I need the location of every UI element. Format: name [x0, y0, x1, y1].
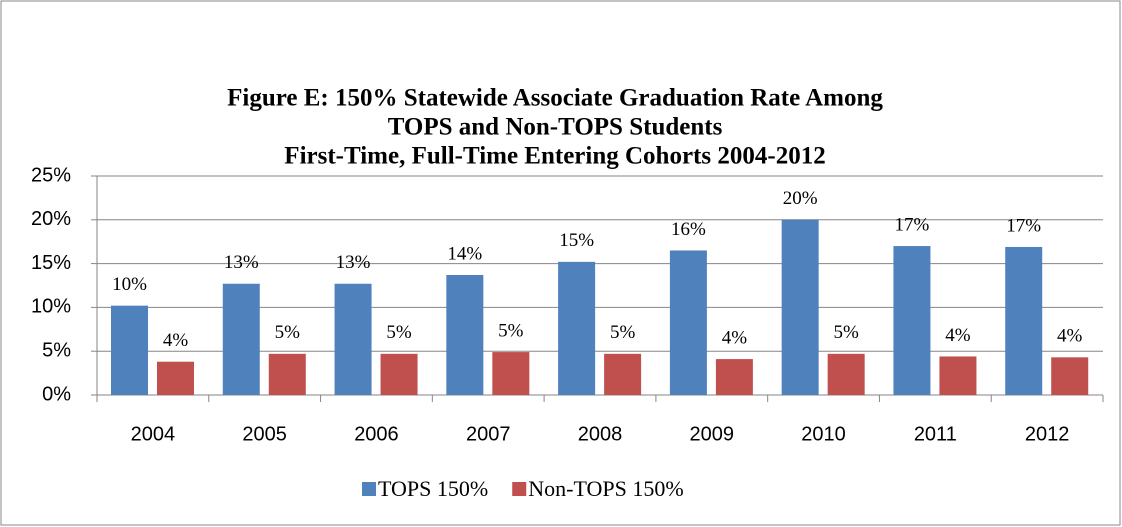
data-label: 4%	[163, 330, 189, 351]
data-label: 5%	[498, 320, 524, 341]
bar	[334, 283, 372, 395]
y-tick-label: 20%	[31, 208, 71, 230]
x-tick-label: 2011	[914, 423, 957, 445]
data-label: 13%	[336, 252, 371, 273]
bar	[222, 283, 260, 395]
chart-title: TOPS and Non-TOPS Students	[388, 114, 723, 141]
chart-title: Figure E: 150% Statewide Associate Gradu…	[227, 85, 883, 112]
bar	[380, 353, 418, 395]
x-tick-label: 2008	[578, 423, 623, 445]
x-tick-label: 2010	[801, 423, 846, 445]
data-label: 15%	[559, 230, 594, 251]
y-tick-label: 25%	[31, 164, 71, 186]
data-label: 4%	[1057, 326, 1083, 347]
bar	[669, 250, 707, 395]
data-label: 17%	[895, 214, 930, 235]
x-tick-label: 2004	[131, 423, 176, 445]
data-label: 5%	[610, 322, 636, 343]
y-tick-label: 10%	[31, 296, 71, 318]
data-label: 17%	[1006, 215, 1041, 236]
legend-label: Non-TOPS 150%	[528, 476, 683, 501]
bar	[492, 352, 530, 395]
data-label: 5%	[275, 322, 301, 343]
x-tick-label: 2006	[354, 423, 399, 445]
bar	[157, 361, 194, 395]
bar	[893, 246, 931, 395]
bar	[111, 305, 148, 395]
data-label: 5%	[386, 322, 412, 343]
y-tick-label: 5%	[42, 339, 71, 361]
legend-swatch	[362, 482, 376, 496]
y-tick-label: 0%	[42, 383, 71, 405]
bar	[604, 353, 642, 395]
x-tick-label: 2012	[1025, 423, 1070, 445]
x-tick-label: 2009	[690, 423, 735, 445]
legend-swatch	[512, 482, 527, 496]
data-label: 14%	[447, 243, 482, 264]
bar	[1005, 246, 1043, 395]
data-label: 10%	[112, 274, 147, 295]
bar	[446, 274, 484, 395]
x-tick-label: 2007	[466, 423, 511, 445]
data-label: 4%	[945, 325, 971, 346]
data-label: 16%	[671, 219, 706, 240]
data-label: 5%	[834, 322, 860, 343]
bar	[715, 359, 753, 395]
bar	[268, 353, 306, 395]
bar	[558, 261, 596, 395]
data-label: 13%	[224, 252, 259, 273]
y-tick-label: 15%	[31, 252, 71, 274]
data-label: 4%	[722, 327, 748, 348]
bar	[781, 219, 819, 395]
legend-label: TOPS 150%	[378, 476, 488, 501]
x-tick-label: 2005	[242, 423, 287, 445]
data-label: 20%	[783, 188, 818, 209]
bar	[939, 356, 977, 395]
bar	[1051, 357, 1089, 395]
chart-title: First-Time, Full-Time Entering Cohorts 2…	[284, 143, 825, 170]
bar	[827, 353, 865, 395]
